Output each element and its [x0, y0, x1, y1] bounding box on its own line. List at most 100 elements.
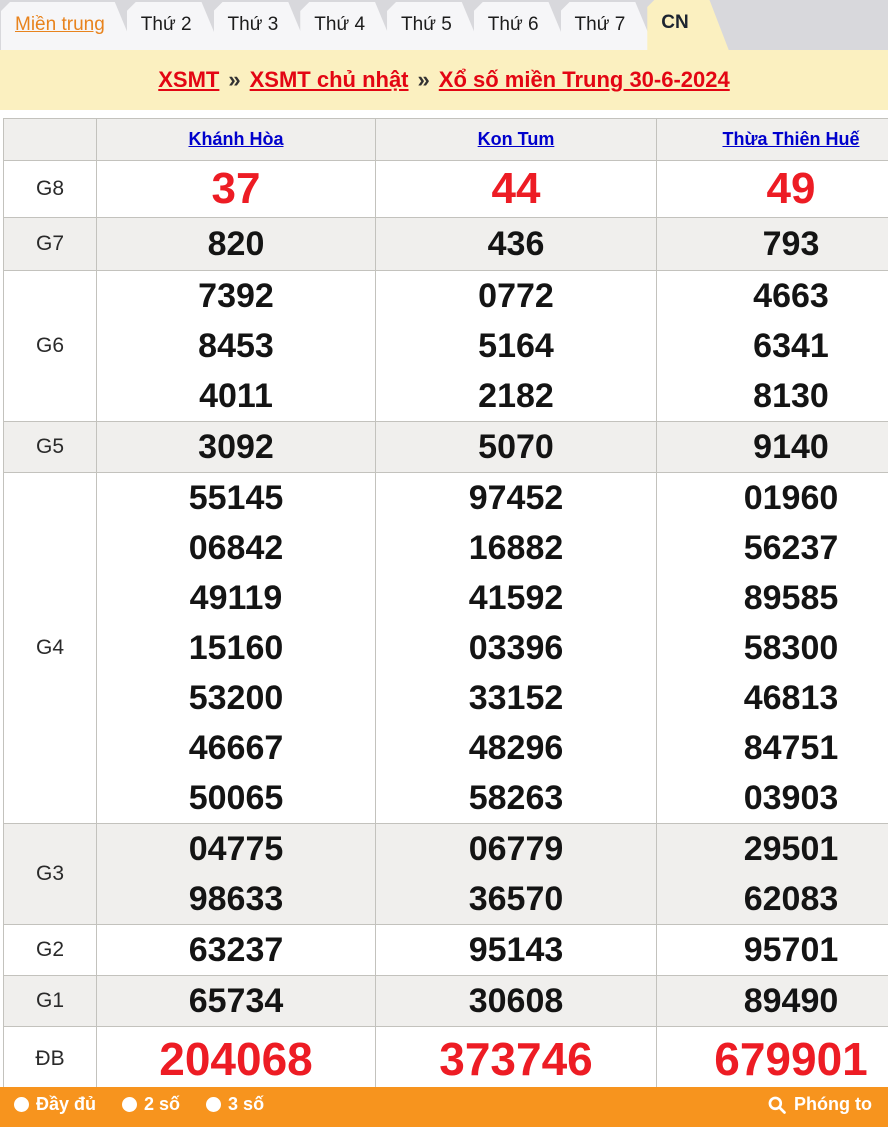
prize-number: 98633 [97, 874, 375, 924]
province-link[interactable]: Thừa Thiên Huế [722, 129, 859, 149]
prize-cell: 436 [376, 218, 657, 271]
tab-label: Thứ 5 [401, 14, 452, 36]
prize-number: 62083 [657, 874, 888, 924]
province-header-khanh-hoa: Khánh Hòa [97, 119, 376, 161]
prize-number: 84751 [657, 723, 888, 773]
prize-number: 30608 [376, 976, 656, 1026]
band-gap [0, 110, 888, 118]
crumb-link-xsmt[interactable]: XSMT [158, 67, 219, 93]
corner-cell [4, 119, 97, 161]
prize-number: 8453 [97, 321, 375, 371]
prize-label: G1 [4, 976, 97, 1027]
tab-label: Thứ 7 [575, 14, 626, 36]
prize-number: 37 [97, 161, 375, 217]
prize-number: 95701 [657, 925, 888, 975]
prize-number: 56237 [657, 523, 888, 573]
tab-thu-6[interactable]: Thứ 6 [474, 2, 569, 50]
tab-label: Thứ 6 [488, 14, 539, 36]
prize-number: 89585 [657, 573, 888, 623]
prize-number: 06779 [376, 824, 656, 874]
breadcrumb-separator: » [228, 67, 240, 93]
province-header-kon-tum: Kon Tum [376, 119, 657, 161]
prize-number: 820 [97, 218, 375, 270]
province-header-row: Khánh Hòa Kon Tum Thừa Thiên Huế [4, 119, 888, 161]
display-option-label: 2 số [144, 1094, 180, 1115]
province-link[interactable]: Khánh Hòa [188, 129, 283, 149]
prize-number: 55145 [97, 473, 375, 523]
prize-label: G5 [4, 422, 97, 473]
footer-bar: Đầy đủ 2 số 3 số Phóng to [0, 1087, 888, 1127]
tab-thu-3[interactable]: Thứ 3 [214, 2, 309, 50]
prize-number: 29501 [657, 824, 888, 874]
display-option-3-so[interactable]: 3 số [206, 1094, 264, 1115]
prize-number: 03396 [376, 623, 656, 673]
tab-label: Thứ 4 [314, 14, 365, 36]
prize-cell: 37 [97, 161, 376, 218]
prize-number: 97452 [376, 473, 656, 523]
display-option-label: Đầy đủ [36, 1094, 96, 1115]
prize-number: 7392 [97, 271, 375, 321]
prize-number: 679901 [657, 1027, 888, 1091]
prize-cell: 5070 [376, 422, 657, 473]
prize-number: 46813 [657, 673, 888, 723]
prize-cell: 89490 [657, 976, 888, 1027]
prize-cell: 373746 [376, 1027, 657, 1092]
radio-icon [206, 1097, 221, 1112]
crumb-link-xo-so-mien-trung-30-6-2024[interactable]: Xổ số miền Trung 30-6-2024 [439, 67, 730, 93]
crumb-link-xsmt-chu-nhat[interactable]: XSMT chủ nhật [250, 67, 409, 93]
province-header-thua-thien-hue: Thừa Thiên Huế [657, 119, 888, 161]
magnifier-icon [767, 1095, 787, 1115]
prize-cell: 30608 [376, 976, 657, 1027]
prize-number: 436 [376, 218, 656, 270]
prize-label: G2 [4, 925, 97, 976]
prize-number: 204068 [97, 1027, 375, 1091]
breadcrumb-separator: » [418, 67, 430, 93]
tab-thu-2[interactable]: Thứ 2 [127, 2, 222, 50]
display-option-2-so[interactable]: 2 số [122, 1094, 180, 1115]
prize-cell: 679901 [657, 1027, 888, 1092]
tab-mien-trung[interactable]: Miền trung [1, 2, 135, 50]
prize-cell: 44 [376, 161, 657, 218]
display-option-day-du[interactable]: Đầy đủ [14, 1094, 96, 1115]
prize-label: ĐB [4, 1027, 97, 1092]
province-link[interactable]: Kon Tum [478, 129, 555, 149]
tab-cn[interactable]: CN [647, 0, 728, 50]
prize-number: 53200 [97, 673, 375, 723]
prize-number: 5070 [376, 422, 656, 472]
prize-cell: 95143 [376, 925, 657, 976]
tab-thu-5[interactable]: Thứ 5 [387, 2, 482, 50]
prize-cell: 9140 [657, 422, 888, 473]
prize-number: 0772 [376, 271, 656, 321]
tab-thu-4[interactable]: Thứ 4 [300, 2, 395, 50]
prize-number: 63237 [97, 925, 375, 975]
prize-number: 49119 [97, 573, 375, 623]
zoom-link[interactable]: Phóng to [767, 1094, 872, 1115]
prize-number: 41592 [376, 573, 656, 623]
tab-thu-7[interactable]: Thứ 7 [561, 2, 656, 50]
prize-cell: 204068 [97, 1027, 376, 1092]
breadcrumb: XSMT » XSMT chủ nhật » Xổ số miền Trung 30-6… [0, 50, 888, 110]
prize-number: 36570 [376, 874, 656, 924]
prize-number: 58300 [657, 623, 888, 673]
prize-cell: 3092 [97, 422, 376, 473]
tab-label: CN [661, 12, 688, 34]
prize-cell: 65734 [97, 976, 376, 1027]
prize-number: 4663 [657, 271, 888, 321]
prize-cell: 95701 [657, 925, 888, 976]
prize-number: 6341 [657, 321, 888, 371]
tab-label: Thứ 3 [228, 14, 279, 36]
display-options: Đầy đủ 2 số 3 số [14, 1094, 290, 1115]
